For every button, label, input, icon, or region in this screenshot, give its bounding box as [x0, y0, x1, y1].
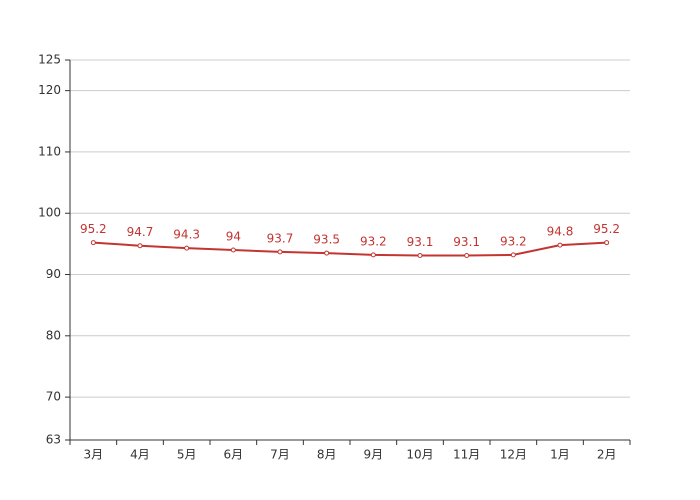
x-tick-label: 2月	[597, 448, 617, 462]
value-label: 93.7	[267, 231, 294, 245]
value-label: 95.2	[593, 222, 620, 236]
x-tick-label: 9月	[364, 448, 384, 462]
value-label: 94.8	[547, 225, 574, 239]
value-label: 94.3	[173, 228, 200, 242]
y-tick-label: 80	[46, 328, 61, 342]
value-label: 95.2	[80, 222, 107, 236]
x-tick-label: 12月	[500, 448, 527, 462]
point	[90, 240, 96, 246]
y-tick-label: 120	[38, 83, 61, 97]
x-tick-label: 1月	[550, 448, 570, 462]
x-tick-label: 7月	[270, 448, 290, 462]
x-tick-label: 5月	[177, 448, 197, 462]
value-label: 94.7	[127, 225, 154, 239]
x-tick-label: 4月	[130, 448, 150, 462]
x-tick-label: 10月	[406, 448, 433, 462]
point	[370, 252, 376, 258]
y-tick-label: 63	[46, 433, 61, 447]
y-tick-label: 125	[38, 53, 61, 67]
y-tick-label: 70	[46, 390, 61, 404]
point	[464, 253, 470, 259]
line	[93, 241, 607, 257]
x-tick-label: 8月	[317, 448, 337, 462]
value-label: 93.1	[407, 235, 434, 249]
point	[557, 242, 563, 248]
value-label: 94	[226, 230, 241, 244]
point	[604, 240, 610, 246]
point	[324, 250, 330, 256]
x-tick-label: 3月	[84, 448, 104, 462]
value-label: 93.1	[453, 235, 480, 249]
point	[137, 243, 143, 249]
point	[510, 252, 516, 258]
point	[417, 253, 423, 259]
y-tick-label: 110	[38, 144, 61, 158]
y-tick-label: 90	[46, 267, 61, 281]
point	[230, 247, 236, 253]
value-label: 93.2	[500, 234, 527, 248]
value-label: 93.5	[313, 233, 340, 247]
y-tick-label: 100	[38, 206, 61, 220]
x-tick-label: 6月	[224, 448, 244, 462]
value-label: 93.2	[360, 234, 387, 248]
point	[184, 245, 190, 251]
point	[277, 249, 283, 255]
x-tick-label: 11月	[453, 448, 480, 462]
